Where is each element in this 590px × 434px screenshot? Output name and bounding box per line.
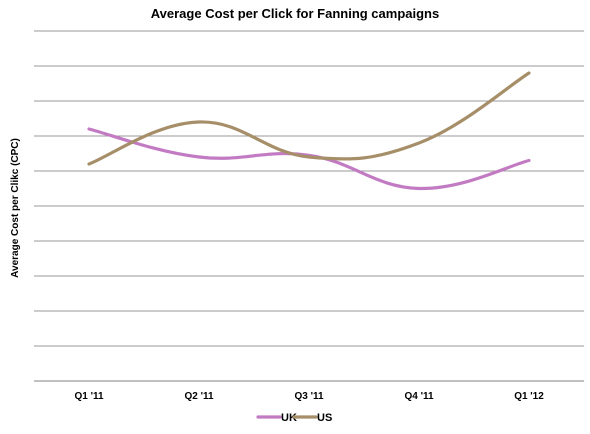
legend: UK US: [256, 412, 332, 424]
x-tick-label: Q1 '11: [74, 391, 104, 402]
legend-label: US: [317, 412, 332, 424]
y-axis-title: Average Cost per Clikc (CPC): [10, 138, 21, 278]
x-axis-tick-labels: Q1 '11 Q2 '11 Q3 '11 Q4 '11 Q1 '12: [74, 391, 544, 402]
x-tick-label: Q2 '11: [184, 391, 214, 402]
x-tick-label: Q3 '11: [294, 391, 324, 402]
series-line-us: [87, 71, 531, 166]
x-tick-label: Q4 '11: [404, 391, 434, 402]
series-line-uk: [87, 127, 531, 191]
legend-item-uk: UK: [256, 412, 297, 424]
series-lines: [87, 71, 531, 191]
x-tick-label: Q1 '12: [514, 391, 544, 402]
legend-label: UK: [281, 412, 297, 424]
legend-item-us: US: [292, 412, 332, 424]
gridlines: [34, 30, 584, 382]
chart-title: Average Cost per Click for Fanning campa…: [151, 6, 439, 21]
